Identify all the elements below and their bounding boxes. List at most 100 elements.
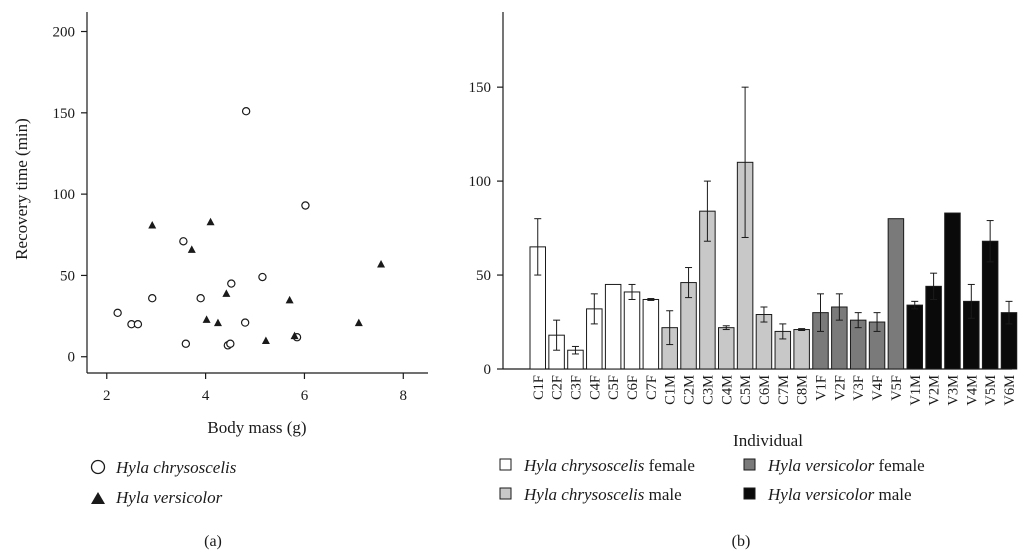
bar-category-label: V4M: [964, 375, 980, 406]
bar-category-label: C6M: [757, 375, 773, 405]
bar-panel: 0 50 100 150 C1F C2F C3F C4F C5F C6F C7F C1M C2M C3M…: [469, 12, 1018, 550]
legend-sex: female: [649, 456, 695, 475]
bar-category-label: C4F: [587, 375, 603, 400]
scatter-point-versicolor: [290, 331, 299, 340]
scatter-y-axis-title: Recovery time (min): [12, 118, 31, 260]
scatter-point-versicolor: [222, 289, 231, 297]
scatter-point-versicolor: [261, 336, 270, 344]
legend-swatch-vem: [743, 487, 756, 500]
scatter-point-chrysoscelis: [227, 279, 236, 288]
scatter-point-versicolor: [202, 315, 211, 323]
scatter-point-versicolor: [285, 295, 294, 304]
bar-c4m: [718, 327, 735, 370]
scatter-x-ticks: 2 4 6 8: [103, 373, 407, 404]
scatter-point-chrysoscelis: [226, 339, 235, 348]
bar-c6f: [623, 291, 641, 370]
legend-species: Hyla chrysoscelis: [523, 456, 645, 475]
bar-category-label: V2F: [832, 375, 848, 401]
bar-v5f: [887, 218, 905, 370]
scatter-x-axis-title: Body mass (g): [207, 418, 306, 437]
bar-category-label: C5F: [606, 375, 622, 400]
scatter-point-chrysoscelis: [196, 293, 205, 303]
bars: [529, 86, 1018, 370]
scatter-y-tick-label: 0: [68, 350, 76, 366]
legend-entry-vef: Hyla versicolor female: [767, 456, 925, 475]
bar-c6m: [755, 314, 773, 370]
legend-circle-marker: [90, 459, 106, 475]
scatter-point-chrysoscelis: [181, 339, 191, 348]
scatter-panel: 0 50 100 150 200 2 4 6 8 Body mass (g) Recovery…: [12, 12, 428, 550]
bar-y-tick-label: 0: [484, 362, 492, 378]
scatter-x-tick-label: 2: [103, 388, 111, 404]
bar-category-labels: C1F C2F C3F C4F C5F C6F C7F C1M C2M C3M C4M C5M C6M C…: [531, 375, 1018, 406]
bar-v1m: [906, 304, 923, 370]
legend-label-versicolor: Hyla versicolor: [115, 488, 223, 507]
scatter-point-versicolor: [213, 318, 222, 327]
scatter-y-ticks: 0 50 100 150 200: [53, 25, 87, 366]
legend-species: Hyla versicolor: [767, 456, 875, 475]
scatter-y-tick-label: 150: [53, 106, 76, 122]
bar-x-axis-title: Individual: [733, 431, 803, 450]
bar-c7f: [642, 298, 660, 370]
panel-a-caption: (a): [204, 533, 222, 550]
legend-entry-vem: Hyla versicolor male: [767, 485, 912, 504]
scatter-y-tick-label: 200: [53, 25, 76, 41]
bar-category-label: C7F: [644, 375, 660, 400]
bar-category-label: V1F: [814, 375, 830, 401]
scatter-point-chrysoscelis: [241, 106, 251, 116]
scatter-point-versicolor: [187, 245, 196, 253]
scatter-y-tick-label: 100: [53, 187, 76, 203]
bar-y-ticks: 0 50 100 150: [469, 80, 503, 378]
legend-entry-chm: Hyla chrysoscelis male: [523, 485, 682, 504]
bar-category-label: C2M: [682, 375, 698, 405]
scatter-point-chrysoscelis: [301, 201, 310, 210]
scatter-point-versicolor: [148, 221, 157, 229]
bar-y-tick-label: 150: [469, 80, 492, 96]
legend-label-chrysoscelis: Hyla chrysoscelis: [115, 458, 237, 477]
bar-y-tick-label: 50: [476, 268, 491, 284]
bar-y-tick-label: 100: [469, 174, 492, 190]
bar-c5f: [604, 283, 622, 370]
bar-category-label: C8M: [795, 375, 811, 405]
bar-category-label: V5M: [983, 375, 999, 406]
bar-category-label: C3F: [568, 375, 584, 400]
bar-category-label: C6F: [625, 375, 641, 400]
bar-c8m: [793, 329, 810, 370]
bar-category-label: C1M: [663, 375, 679, 405]
scatter-y-tick-label: 50: [60, 268, 75, 284]
legend-entry-chf: Hyla chrysoscelis female: [523, 456, 695, 475]
scatter-point-chrysoscelis: [258, 272, 267, 282]
bar-category-label: C1F: [531, 375, 547, 400]
legend-swatch-vef: [743, 458, 756, 471]
bar-category-label: V5F: [889, 375, 905, 401]
bar-category-label: V6M: [1002, 375, 1018, 406]
scatter-x-tick-label: 8: [400, 388, 408, 404]
panel-b-caption: (b): [732, 533, 751, 550]
scatter-point-chrysoscelis: [240, 318, 250, 327]
legend-sex: male: [878, 485, 911, 504]
bar-category-label: V3F: [851, 375, 867, 401]
scatter-point-versicolor: [354, 318, 363, 327]
scatter-point-chrysoscelis: [148, 293, 157, 303]
bar-category-label: V3M: [945, 375, 961, 406]
scatter-x-tick-label: 4: [202, 388, 210, 404]
bar-category-label: V1M: [908, 375, 924, 406]
bar-category-label: C4M: [719, 375, 735, 405]
scatter-point-versicolor: [377, 260, 386, 268]
bar-category-label: V4F: [870, 375, 886, 401]
legend-swatch-chm: [499, 487, 512, 500]
bar-category-label: C3M: [700, 375, 716, 405]
legend-sex: female: [878, 456, 924, 475]
bar-category-label: C7M: [776, 375, 792, 405]
scatter-point-chrysoscelis: [133, 320, 143, 329]
bar-v3m: [944, 212, 961, 370]
scatter-point-chrysoscelis: [113, 308, 122, 318]
scatter-point-versicolor: [206, 217, 215, 226]
legend-swatch-chf: [499, 458, 512, 471]
legend-species: Hyla chrysoscelis: [523, 485, 645, 504]
bar-category-label: V2M: [927, 375, 943, 406]
bar-legend: Hyla chrysoscelis female Hyla versicolor …: [499, 456, 925, 504]
legend-species: Hyla versicolor: [767, 485, 875, 504]
scatter-point-chrysoscelis: [179, 237, 188, 246]
